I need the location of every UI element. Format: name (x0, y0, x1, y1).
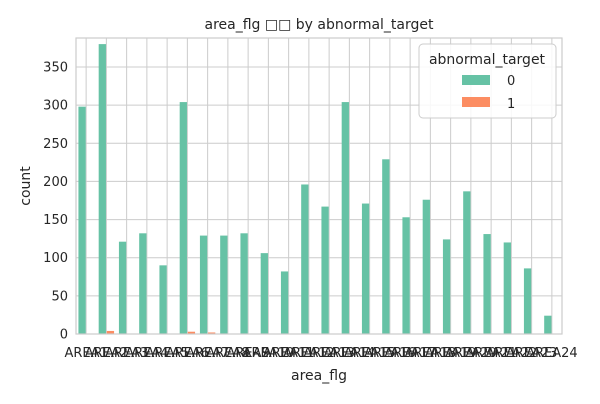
y-tick-label: 50 (51, 289, 68, 304)
bar-series-0 (442, 239, 451, 334)
bar-series-1 (106, 330, 115, 334)
bar-series-0 (361, 203, 370, 334)
legend-title: abnormal_target (429, 52, 546, 68)
legend-label-0: 0 (507, 74, 515, 89)
x-tick-label: AREA18 (405, 346, 457, 361)
x-tick-label: AREA11 (263, 346, 315, 361)
bar-series-0 (463, 191, 471, 334)
grid-lines (76, 38, 562, 335)
bar-series-0 (544, 315, 552, 334)
bars (78, 44, 552, 335)
y-tick-label: 200 (43, 175, 68, 190)
x-tick-label: AREA16 (364, 346, 416, 361)
x-tick-labels: AREA1AREA2AREA3AREA4AREA5AREA6AREA7AREA8… (64, 346, 577, 361)
bar-series-0 (220, 235, 228, 334)
bar-series-0 (179, 102, 187, 334)
bar-series-0 (240, 233, 248, 334)
bar-series-0 (483, 234, 491, 334)
bar-series-0 (98, 44, 106, 335)
bar-series-0 (321, 206, 329, 334)
legend-swatch-1 (462, 97, 490, 107)
x-tick-label: AREA10 (243, 346, 295, 361)
x-tick-label: AREA1 (64, 346, 107, 361)
x-tick-label: AREA4 (125, 346, 168, 361)
x-axis-title: area_flg (291, 368, 347, 384)
bar-series-0 (422, 199, 430, 334)
bar-series-0 (341, 102, 349, 334)
y-tick-label: 0 (60, 328, 68, 343)
x-tick-label: AREA3 (105, 346, 148, 361)
legend-label-1: 1 (507, 97, 515, 112)
x-tick-label: AREA14 (324, 346, 376, 361)
plot-frame (75, 37, 563, 335)
y-axis-title: count (18, 166, 34, 206)
y-tick-label: 100 (43, 251, 68, 266)
x-tick-label: AREA8 (206, 346, 249, 361)
y-tick-label: 350 (43, 60, 68, 75)
bar-series-0 (503, 242, 511, 334)
x-tick-label: AREA7 (186, 346, 229, 361)
x-tick-label: AREA23 (506, 346, 558, 361)
x-tick-label: AREA5 (145, 346, 188, 361)
bar-series-0 (402, 217, 410, 334)
bar-series-0 (199, 235, 208, 334)
x-tick-label: AREA9 (226, 346, 269, 361)
y-tick-labels: 0 50 100 150 200 250 300 350 (43, 60, 68, 342)
x-tick-label: AREA24 (526, 346, 578, 361)
x-tick-label: AREA17 (384, 346, 436, 361)
x-tick-label: AREA22 (486, 346, 538, 361)
bar-series-0 (301, 184, 309, 334)
bar-series-0 (159, 265, 167, 334)
legend: abnormal_target 0 1 (418, 43, 557, 119)
bar-series-1 (187, 331, 196, 334)
y-tick-label: 300 (43, 99, 68, 114)
bar-series-1 (208, 332, 216, 334)
bar-series-0 (118, 241, 127, 334)
bar-series-0 (139, 233, 147, 334)
bar-series-0 (78, 106, 86, 334)
y-tick-label: 150 (43, 213, 68, 228)
bar-series-0 (280, 271, 289, 334)
x-tick-label: AREA19 (425, 346, 477, 361)
chart-title: area_flg □□ by abnormal_target (205, 17, 435, 33)
x-tick-label: AREA21 (465, 346, 517, 361)
x-tick-label: AREA15 (344, 346, 396, 361)
x-tick-label: AREA12 (283, 346, 335, 361)
y-tick-label: 250 (43, 137, 68, 152)
x-tick-label: AREA20 (445, 346, 497, 361)
bar-series-0 (382, 159, 390, 334)
x-tick-label: AREA6 (166, 346, 209, 361)
bar-series-0 (523, 268, 532, 334)
x-tick-label: AREA13 (303, 346, 355, 361)
x-tick-label: AREA2 (85, 346, 128, 361)
bar-series-0 (260, 253, 268, 334)
legend-swatch-0 (462, 75, 490, 85)
